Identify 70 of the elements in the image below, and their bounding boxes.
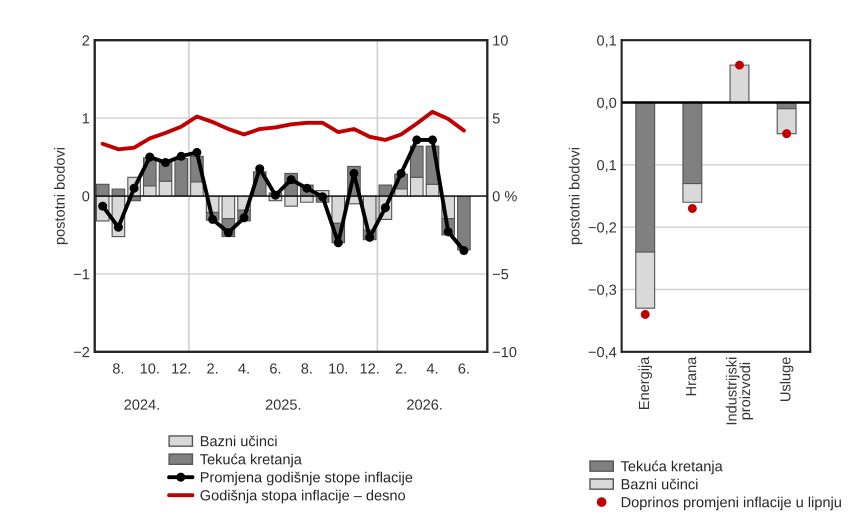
legend-label: Tekuća kretanja [620,460,723,474]
y-tick-label: 1 [82,113,90,124]
y-tick-label: −0,4 [588,346,616,359]
y-tick-label: −0,2 [588,222,616,234]
y2-tick-label: 0 % [492,191,517,202]
y-tick-label: −0,3 [588,284,616,297]
legend-label: Tekuća kretanja [200,454,302,468]
x-tick-label: 6. [458,363,469,374]
x-tick-label: 8. [301,363,312,374]
y-tick-label: 0,0 [597,98,616,110]
point [145,152,154,162]
y-tick-label: 0,1 [597,160,616,172]
point [334,238,343,248]
bar [776,108,797,134]
point [192,148,202,157]
point [688,204,697,213]
x-tick-label: 10. [329,363,348,374]
y-tick-label: 0 [82,191,90,202]
text: 2025. [266,399,300,410]
legend-label: Doprinos promjeni inflacije u lipnju [622,496,841,510]
y-axis-title: postotni bodovi [568,148,582,244]
x-tick-label: 2. [207,363,218,374]
bar [730,64,750,104]
point [782,129,792,138]
point [396,168,406,178]
y-tick-label: 2 [82,35,90,46]
y-tick-label: 0,1 [597,35,616,48]
x-tick-label: 4. [426,363,438,374]
y-tick-label: −1 [74,269,90,280]
x-tick-label: Hrana [686,356,696,396]
x-tick-label: 10. [140,363,159,374]
point [428,135,438,144]
point [208,214,218,224]
y-tick-label: −2 [74,346,90,358]
point [640,310,650,319]
x-tick-label: 4. [238,363,249,374]
point [114,222,123,232]
point [318,192,328,202]
line-series [100,110,466,152]
x-tick-label: 8. [112,363,124,374]
point [734,60,744,70]
x-tick-label: 2. [396,363,406,374]
y2-tick-label: 10 [493,35,508,46]
point [459,246,468,256]
point [286,175,296,184]
point [349,168,358,178]
x-tick-label: 12. [172,363,190,374]
point [176,152,186,161]
x-tick-label: 12. [360,363,378,374]
y2-tick-label: −5 [492,269,508,280]
point [270,190,280,200]
point [412,135,422,144]
legend-label: Godišnja stopa inflacije – desno [200,490,406,504]
y-axis-title: postotni bodovi [54,148,68,244]
legend-label: Promjena godišnje stope inflacije [200,472,412,486]
text: 2024. [124,399,159,410]
point [444,227,453,236]
legend-label: Bazni učinci [622,478,698,490]
bar [457,195,471,250]
legend-label: Bazni učinci [200,436,277,446]
y2-tick-label: 5 [492,113,500,124]
y2-tick-label: −10 [492,346,516,358]
x-tick-label: Energija [638,356,652,409]
x-tick-label: Usluge [780,357,794,401]
x-tick-label: 6. [270,363,280,374]
bar [174,158,188,197]
x-tick-label: Industrijski proizvodi [726,358,754,424]
point [224,228,233,238]
point [160,158,170,168]
text: 2026. [407,399,442,410]
